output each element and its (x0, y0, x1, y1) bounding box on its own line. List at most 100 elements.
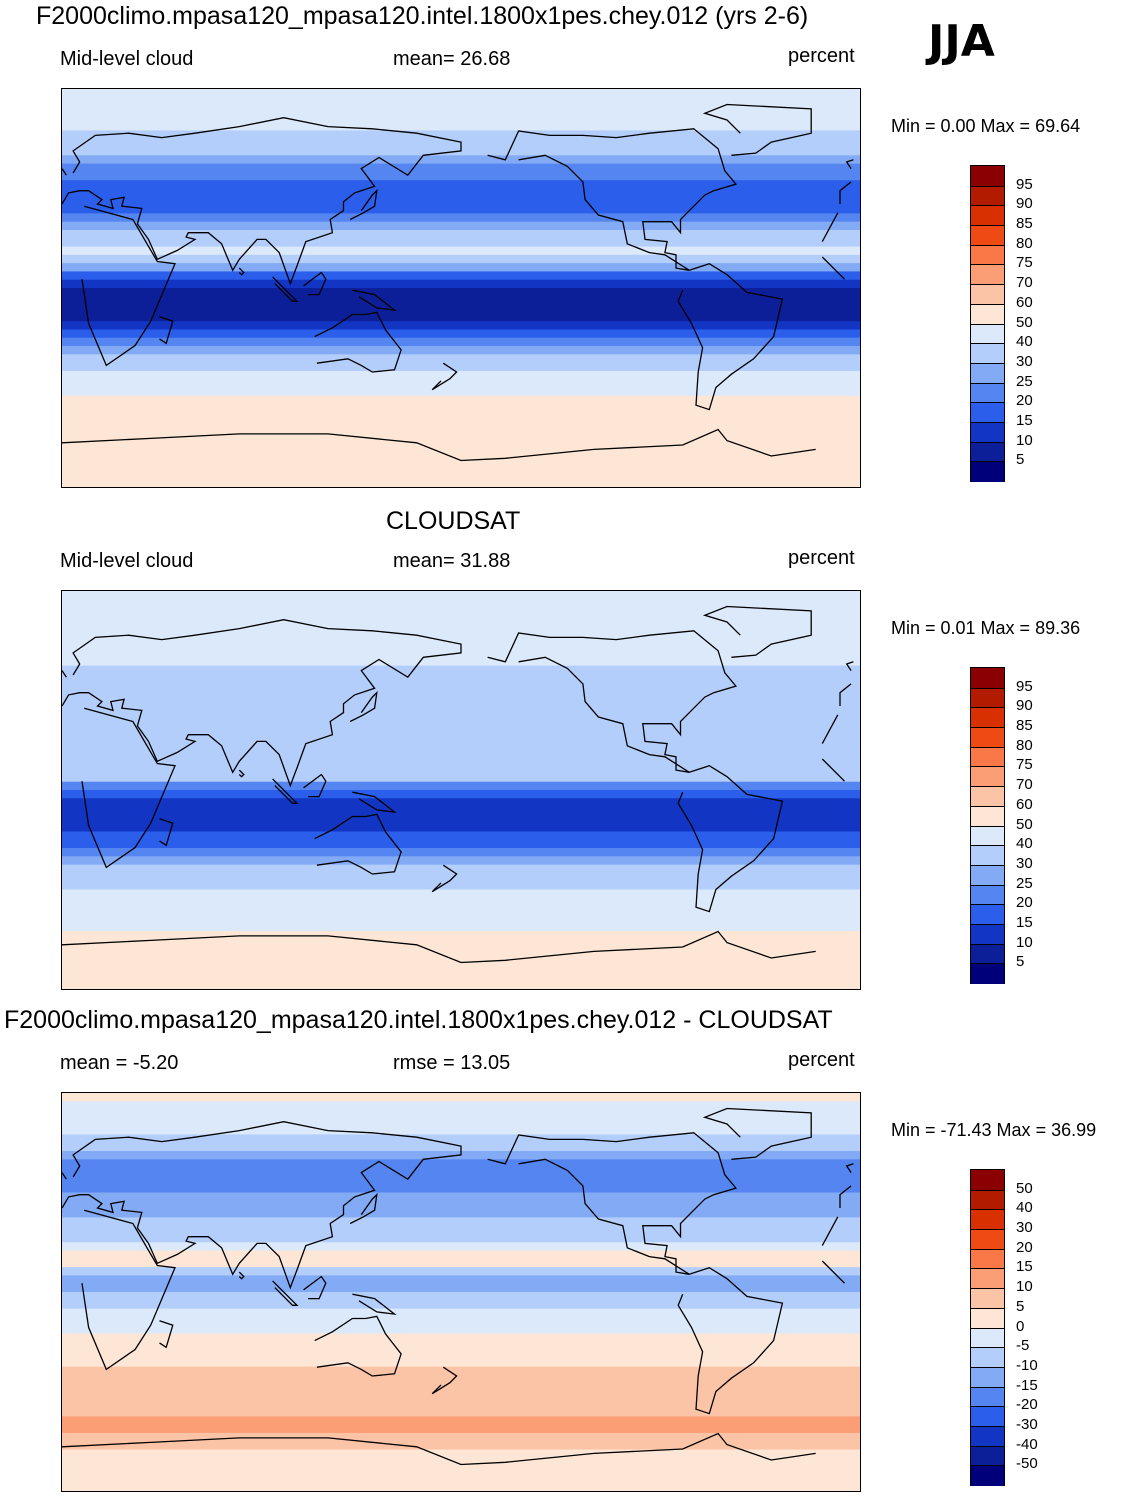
map-lat-band (62, 229, 860, 239)
map-lat-band (62, 698, 860, 708)
coastline-britain (845, 159, 854, 169)
colorbar-swatch (971, 805, 1004, 826)
coastline-namerica (487, 1132, 738, 1275)
map-lat-band (62, 1358, 860, 1368)
map-lat-band (62, 263, 860, 273)
map-lat-band (62, 221, 860, 231)
coastline-africa (81, 205, 176, 367)
colorbar-tick-label: 15 (1016, 913, 1033, 931)
map-lat-band (62, 171, 860, 181)
map-lat-band (62, 1316, 860, 1326)
colorbar-tick-label: 20 (1016, 1238, 1033, 1256)
coastline-newguinea (352, 791, 397, 814)
panel2-mean-label: mean= 31.88 (393, 550, 511, 572)
map-lat-band (62, 420, 860, 430)
map-lat-band (62, 765, 860, 775)
coastline-australia (314, 1315, 402, 1377)
colorbar-tick-label: -10 (1016, 1356, 1038, 1374)
coastline-britain (62, 168, 67, 176)
colorbar-swatch (971, 825, 1004, 846)
map-lat-band (62, 1184, 860, 1194)
map-lat-band (62, 889, 860, 899)
colorbar-swatch (971, 1229, 1004, 1250)
panel2-units-label: percent (788, 547, 855, 569)
map-lat-band (62, 1192, 860, 1202)
coastline-africa (821, 1260, 845, 1284)
colorbar-swatch (971, 1366, 1004, 1388)
map-lat-band (62, 1258, 860, 1268)
map-lat-band (62, 947, 860, 957)
coastline-africa (81, 707, 176, 869)
map-lat-band (62, 972, 860, 982)
map-lat-band (62, 707, 860, 716)
map-lat-band (62, 130, 860, 140)
map-lat-band (62, 930, 860, 940)
map-lat-band (62, 453, 860, 463)
coastline-group (62, 103, 854, 462)
coastline-samerica (677, 1266, 784, 1415)
coastline-greenland (702, 1107, 812, 1160)
map-lat-band (62, 238, 860, 248)
map-lat-band (62, 723, 860, 733)
colorbar-tick-label: 30 (1016, 1219, 1033, 1237)
coastline-borneo (303, 271, 327, 296)
map-lat-band (62, 1225, 860, 1235)
colorbar-tick-label: 10 (1016, 1278, 1033, 1296)
panel3-units-label: percent (788, 1049, 855, 1071)
coastline-britain (62, 670, 67, 678)
map-lat-band (62, 1209, 860, 1218)
map-lat-band (62, 872, 860, 882)
panel3-map (61, 1092, 861, 1492)
coastline-group (62, 1107, 854, 1466)
coastline-antarctica (62, 930, 816, 964)
map-lat-band (62, 279, 860, 289)
colorbar-tick-label: 80 (1016, 234, 1033, 252)
colorbar-tick-label: 50 (1016, 1179, 1033, 1197)
colorbar-swatch (971, 244, 1004, 265)
colorbar-swatch (971, 441, 1004, 462)
map-lat-band (62, 387, 860, 397)
panel1-units-label: percent (788, 45, 855, 67)
map-lat-band (62, 1350, 860, 1359)
colorbar-tick-label: 95 (1016, 175, 1033, 193)
map-lat-band (62, 814, 860, 824)
colorbar-tick-label: 15 (1016, 1258, 1033, 1276)
colorbar-swatch (971, 864, 1004, 886)
coastline-eurasia (839, 1185, 852, 1208)
map-lat-band (62, 337, 860, 347)
map-lat-band (62, 1101, 860, 1111)
map-lat-band (62, 89, 860, 98)
map-lat-band (62, 673, 860, 683)
colorbar-swatch (971, 707, 1004, 728)
map-lat-band (62, 599, 860, 609)
map-lat-band (62, 781, 860, 791)
map-lat-band (62, 881, 860, 891)
map-lat-band (62, 740, 860, 750)
colorbar-swatch (971, 766, 1004, 787)
colorbar-tick-label: 90 (1016, 697, 1033, 715)
map-lat-band (62, 122, 860, 132)
map-lat-band (62, 864, 860, 874)
colorbar-swatch (971, 786, 1004, 807)
map-lat-band (62, 246, 860, 256)
coastline-britain (62, 1172, 67, 1180)
colorbar-swatch (971, 323, 1004, 344)
colorbar-swatch (971, 884, 1004, 905)
colorbar-tick-label: 85 (1016, 717, 1033, 735)
colorbar-tick-label: 30 (1016, 854, 1033, 872)
colorbar-tick-label: 10 (1016, 933, 1033, 951)
map-lat-band (62, 1424, 860, 1434)
colorbar-swatch (971, 382, 1004, 403)
colorbar-swatch (971, 1189, 1004, 1210)
map-lat-band (62, 329, 860, 339)
colorbar-swatch (971, 1307, 1004, 1328)
panel2-minmax: Min = 0.01 Max = 89.36 (891, 618, 1081, 638)
map-lat-band (62, 412, 860, 422)
coastline-nz (431, 362, 458, 391)
colorbar-tick-label: 50 (1016, 815, 1033, 833)
map-lat-band (62, 939, 860, 949)
coastline-borneo (303, 773, 327, 798)
colorbar-tick-label: 40 (1016, 333, 1033, 351)
colorbar-swatch (971, 1288, 1004, 1309)
map-lat-band (62, 1242, 860, 1252)
